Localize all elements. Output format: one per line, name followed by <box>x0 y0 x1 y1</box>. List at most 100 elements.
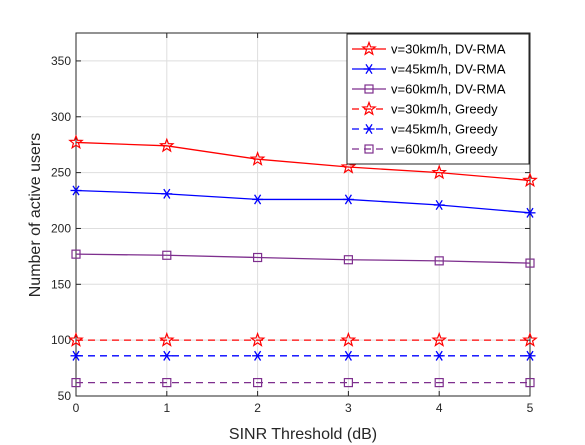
asterisk-stroke <box>254 194 262 205</box>
star-marker <box>68 134 84 150</box>
asterisk-stroke <box>365 123 373 135</box>
data-point <box>161 350 173 361</box>
data-point <box>522 172 538 188</box>
star-marker <box>340 158 357 174</box>
legend-label: v=60km/h, Greedy <box>391 142 498 157</box>
data-point <box>70 350 82 361</box>
asterisk-marker <box>433 350 445 361</box>
asterisk-marker <box>433 199 445 211</box>
x-tick-label: 3 <box>345 401 352 415</box>
data-point <box>249 150 266 166</box>
series-line <box>75 253 531 264</box>
square-marker <box>434 377 444 388</box>
data-point <box>68 331 84 347</box>
data-point <box>162 250 172 260</box>
data-point <box>431 164 448 180</box>
asterisk-marker <box>161 350 173 361</box>
y-axis-label: Number of active users <box>27 133 44 298</box>
star-marker <box>522 172 538 188</box>
data-point <box>524 350 536 361</box>
asterisk-marker <box>70 350 82 361</box>
square-marker <box>364 84 374 94</box>
data-point <box>343 255 353 265</box>
asterisk-marker <box>252 194 264 205</box>
asterisk-marker <box>363 63 375 75</box>
data-point <box>158 137 175 153</box>
data-point <box>343 377 353 388</box>
data-point <box>161 188 173 199</box>
data-point <box>252 194 264 205</box>
legend: v=30km/h, DV-RMA v=45km/h, DV-RMA v=60km/h… <box>346 33 530 165</box>
square-marker <box>71 377 81 388</box>
square-marker <box>525 258 535 268</box>
y-tick-label: 300 <box>51 110 71 124</box>
series-1 <box>68 134 538 188</box>
square-marker <box>162 377 172 388</box>
asterisk-stroke <box>163 188 171 199</box>
data-point <box>433 350 445 361</box>
series-5 <box>70 350 536 361</box>
y-tick-label: 100 <box>51 333 71 347</box>
asterisk-marker <box>524 207 536 218</box>
star-marker <box>431 164 448 180</box>
star-marker <box>340 331 357 347</box>
asterisk-stroke <box>163 350 171 361</box>
data-point <box>252 350 264 361</box>
legend-label: v=45km/h, Greedy <box>391 122 498 137</box>
legend-entry: v=60km/h, DV-RMA <box>352 82 506 97</box>
x-tick-label: 1 <box>163 401 170 415</box>
asterisk-marker <box>252 350 264 361</box>
data-point <box>434 256 444 266</box>
star-marker <box>158 137 175 153</box>
asterisk-stroke <box>526 207 534 218</box>
data-point <box>249 331 266 347</box>
asterisk-stroke <box>344 350 352 361</box>
data-point <box>71 249 81 259</box>
series-group <box>68 134 538 388</box>
square-marker <box>525 377 535 388</box>
asterisk-marker <box>161 188 173 199</box>
asterisk-marker <box>524 350 536 361</box>
star-marker <box>249 150 266 166</box>
asterisk-marker <box>363 123 375 135</box>
y-tick-label: 150 <box>51 277 71 291</box>
asterisk-stroke <box>435 199 443 211</box>
legend-box <box>346 33 530 165</box>
data-point <box>522 331 538 347</box>
legend-entry: v=30km/h, DV-RMA <box>352 40 506 57</box>
asterisk-marker <box>70 185 82 196</box>
data-point <box>434 377 444 388</box>
data-point <box>525 377 535 388</box>
asterisk-stroke <box>72 350 80 361</box>
series-2 <box>70 185 536 218</box>
legend-label: v=60km/h, DV-RMA <box>391 82 506 97</box>
x-tick-label: 0 <box>73 401 80 415</box>
data-point <box>253 252 263 263</box>
data-point <box>253 377 263 388</box>
star-marker <box>431 331 448 347</box>
data-point <box>340 331 357 347</box>
star-marker <box>361 40 377 56</box>
square-marker <box>434 256 444 266</box>
y-tick-label: 350 <box>51 54 71 68</box>
y-tick-label: 250 <box>51 166 71 180</box>
square-marker <box>343 377 353 388</box>
asterisk-stroke <box>254 350 262 361</box>
star-marker <box>249 331 266 347</box>
square-marker <box>364 144 374 154</box>
data-point <box>342 194 354 205</box>
series-line <box>75 141 531 182</box>
data-point <box>68 134 84 150</box>
plot-frame <box>75 32 531 397</box>
asterisk-marker <box>342 350 354 361</box>
square-marker <box>253 252 263 263</box>
legend-entry: v=45km/h, Greedy <box>352 122 498 137</box>
star-marker <box>361 100 377 116</box>
data-point <box>525 258 535 268</box>
asterisk-stroke <box>72 185 80 196</box>
square-marker <box>343 255 353 265</box>
asterisk-stroke <box>365 63 373 75</box>
data-point <box>431 331 448 347</box>
data-point <box>524 207 536 218</box>
